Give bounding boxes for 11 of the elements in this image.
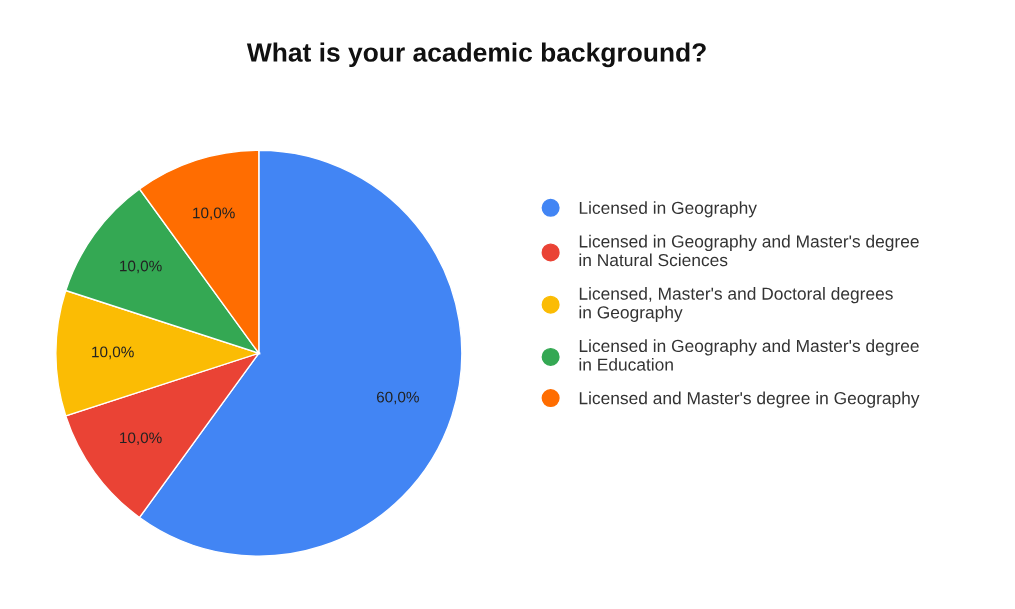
legend-label: Licensed in Geography bbox=[579, 201, 757, 218]
legend-label: Licensed in Geography and Master's degree in Education bbox=[579, 339, 919, 371]
chart-title: What is your academic background? bbox=[246, 42, 706, 68]
data-label: 60,0% bbox=[376, 391, 419, 405]
legend-label: Licensed in Geography and Master's degree in Natural Sciences bbox=[579, 234, 919, 267]
legend-label: Licensed, Master's and Doctoral degrees in Geography bbox=[579, 287, 893, 322]
legend-label: Licensed and Master's degree in Geography bbox=[579, 391, 920, 408]
data-label: 10,0% bbox=[120, 432, 162, 446]
data-label: 10,0% bbox=[193, 207, 235, 221]
data-label: 10,0% bbox=[92, 346, 134, 360]
data-label: 10,0% bbox=[120, 260, 162, 274]
